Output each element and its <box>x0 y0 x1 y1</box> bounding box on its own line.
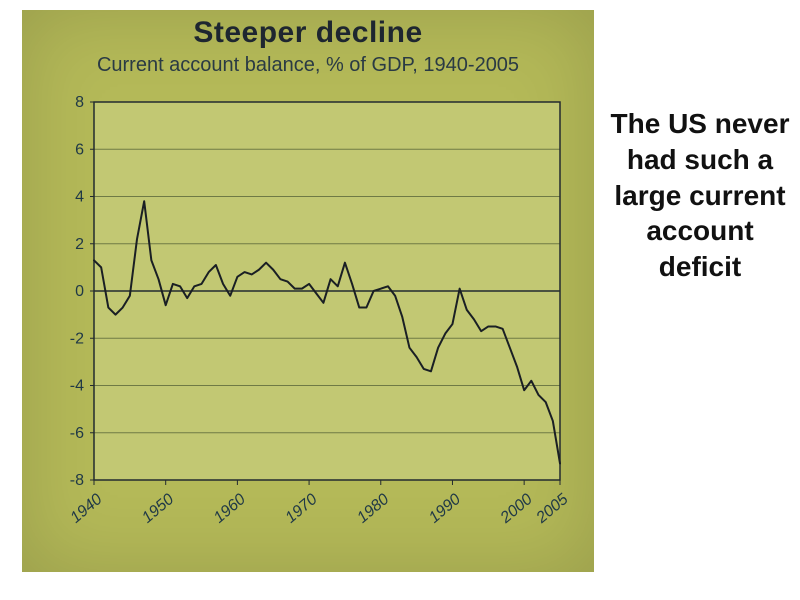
svg-text:4: 4 <box>75 189 84 206</box>
svg-text:0: 0 <box>75 283 84 300</box>
chart-title: Steeper decline <box>22 16 594 50</box>
svg-text:1940: 1940 <box>67 491 105 527</box>
svg-text:1970: 1970 <box>282 491 320 527</box>
svg-text:1980: 1980 <box>354 491 392 527</box>
svg-text:1990: 1990 <box>426 491 464 527</box>
chart-svg: -8 -6 -4 -2 0 2 4 6 8 1940 1950 1960 1970 1980 1990 200… <box>40 94 576 528</box>
chart-subtitle: Current account balance, % of GDP, 1940-… <box>22 54 594 77</box>
svg-text:8: 8 <box>75 94 84 111</box>
svg-text:1960: 1960 <box>211 491 249 527</box>
svg-text:2000: 2000 <box>497 491 536 528</box>
svg-text:1950: 1950 <box>139 491 177 527</box>
svg-text:6: 6 <box>75 141 84 158</box>
svg-text:-8: -8 <box>70 472 84 489</box>
svg-text:-4: -4 <box>70 378 84 395</box>
commentary-text: The US never had such a large current ac… <box>610 106 790 285</box>
chart-panel: Steeper decline Current account balance,… <box>22 10 594 572</box>
svg-text:2005: 2005 <box>533 491 572 528</box>
chart-plot: -8 -6 -4 -2 0 2 4 6 8 1940 1950 1960 1970 1980 1990 200… <box>40 94 576 528</box>
svg-text:-2: -2 <box>70 330 84 347</box>
svg-text:2: 2 <box>75 236 84 253</box>
svg-text:-6: -6 <box>70 425 84 442</box>
slide: Steeper decline Current account balance,… <box>0 0 800 600</box>
